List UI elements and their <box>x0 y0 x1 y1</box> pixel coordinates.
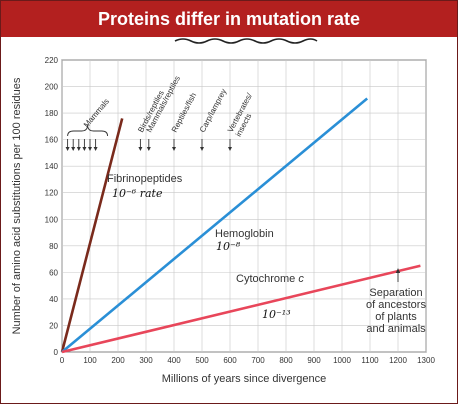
label-cytochrome-c: Cytochrome c <box>236 273 304 285</box>
axes: 0 100 200 300 400 500 600 700 800 900 1000 1100 1200… <box>11 56 435 385</box>
x-tick-label: 1300 <box>417 356 435 365</box>
x-tick-label: 700 <box>251 356 265 365</box>
handwritten-cytochrome-rate: 10⁻¹³ <box>262 308 291 321</box>
chart-title: Proteins differ in mutation rate <box>1 1 457 37</box>
y-tick-label: 180 <box>45 109 59 118</box>
x-tick-label: 1000 <box>333 356 351 365</box>
x-tick-label: 0 <box>60 356 65 365</box>
x-tick-label: 300 <box>139 356 153 365</box>
y-tick-label: 140 <box>45 162 59 171</box>
divergence-arrowhead <box>71 147 76 151</box>
divergence-arrowhead <box>172 147 176 151</box>
x-tick-label: 100 <box>83 356 97 365</box>
divergence-arrowhead <box>228 147 232 151</box>
divergence-arrowhead <box>146 147 151 151</box>
y-tick-label: 200 <box>45 83 59 92</box>
y-tick-label: 20 <box>49 321 58 330</box>
x-tick-label: 500 <box>195 356 209 365</box>
x-tick-label: 600 <box>223 356 237 365</box>
x-tick-label: 900 <box>307 356 321 365</box>
separation-annotation: Separation of ancestors of plants and anima… <box>366 287 426 335</box>
grid <box>61 59 427 353</box>
y-tick-label: 0 <box>54 348 59 357</box>
divergence-arrowhead <box>93 147 98 151</box>
series-line-hemoglobin <box>61 97 369 354</box>
x-tick-label: 800 <box>279 356 293 365</box>
x-tick-label: 1100 <box>361 356 379 365</box>
y-tick-label: 40 <box>49 295 58 304</box>
series-line-fibrinopeptides <box>60 118 124 353</box>
handwritten-fibrinopeptides-rate: 10⁻⁶ rate <box>112 187 163 200</box>
divergence-arrowhead <box>65 147 70 151</box>
divergence-arrowhead <box>138 147 143 151</box>
divergence-arrowhead <box>76 147 81 151</box>
x-axis-label: Millions of years since divergence <box>162 373 326 385</box>
label-fibrinopeptides: Fibrinopeptides <box>107 173 183 185</box>
y-tick-label: 160 <box>45 136 59 145</box>
mammals-brace <box>67 124 109 137</box>
y-tick-label: 60 <box>49 268 58 277</box>
y-tick-label: 220 <box>45 56 59 65</box>
handwritten-hemoglobin-rate: 10⁻⁸ <box>216 240 241 253</box>
divergence-arrowhead <box>88 147 92 151</box>
y-axis-label: Number of amino acid substitutions per 1… <box>11 77 23 334</box>
label-hemoglobin: Hemoglobin <box>215 228 274 240</box>
x-tick-label: 1200 <box>389 356 407 365</box>
x-tick-label: 200 <box>111 356 125 365</box>
y-tick-label: 80 <box>49 242 58 251</box>
y-tick-label: 120 <box>45 189 59 198</box>
divergence-arrowhead <box>82 147 87 151</box>
series-lines <box>60 97 421 354</box>
y-tick-label: 100 <box>45 215 59 224</box>
divergence-arrowhead <box>200 147 204 151</box>
separation-arrowhead <box>395 268 401 273</box>
title-handwritten-underline <box>174 38 318 44</box>
x-tick-label: 400 <box>167 356 181 365</box>
series-line-cytochrome-c <box>61 264 421 354</box>
